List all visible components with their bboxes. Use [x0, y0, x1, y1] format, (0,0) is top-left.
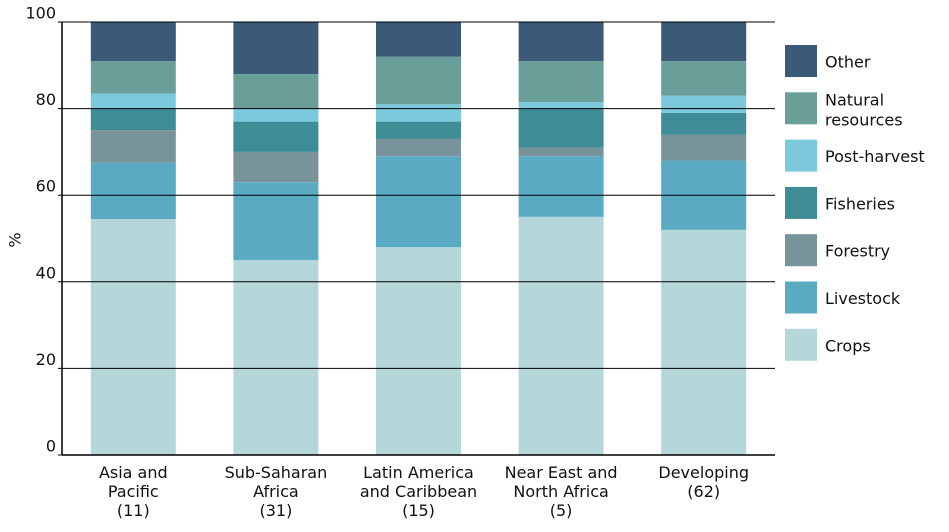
bar-segment [518, 108, 604, 148]
bar-segment [376, 104, 461, 122]
bar-segment [233, 108, 319, 122]
y-tick-label: 40 [36, 263, 56, 282]
bar-segment [90, 93, 176, 109]
bar-segment [518, 216, 604, 455]
bar-segment [90, 22, 176, 61]
bar-segment [90, 130, 176, 163]
bar-segment [376, 138, 461, 157]
bar-segment [518, 60, 604, 103]
legend-swatch [785, 186, 817, 219]
legend-label: Forestry [825, 242, 890, 261]
bar-segment [376, 121, 461, 139]
bar-segment [518, 102, 604, 109]
bar-segment [518, 147, 604, 157]
legend-swatch [785, 92, 817, 125]
bar-segment [376, 247, 461, 455]
legend-label: Post-harvest [825, 147, 925, 166]
y-tick-label: 0 [46, 437, 56, 456]
y-tick-label: 80 [36, 90, 56, 109]
legend-swatch [785, 234, 817, 267]
bar-segment [661, 60, 747, 96]
y-axis-label: % [6, 232, 25, 247]
y-tick-label: 20 [36, 350, 56, 369]
bar-segment [661, 95, 747, 113]
bar-segment [518, 22, 604, 61]
bar-segment [233, 182, 319, 261]
bar-segment [376, 156, 461, 248]
x-tick-label: Developing (62) [658, 463, 749, 501]
bar-segment [90, 219, 176, 455]
bar-segment [518, 156, 604, 217]
y-tick-label: 60 [36, 177, 56, 196]
x-tick-label: Latin America and Caribbean (15) [360, 463, 477, 520]
legend-label: Natural resources [825, 90, 903, 129]
bar-segment [661, 112, 747, 135]
bar-segment [376, 56, 461, 105]
x-tick-label: Asia and Pacific (11) [99, 463, 168, 520]
bar-segment [233, 22, 319, 74]
legend-label: Crops [825, 336, 871, 355]
bar-segment [233, 73, 319, 109]
legend-swatch [785, 328, 817, 361]
x-tick-label: Near East and North Africa (5) [505, 463, 618, 520]
legend-swatch [785, 139, 817, 172]
bar-segment [90, 108, 176, 131]
bar-segment [233, 260, 319, 455]
legend-swatch [785, 281, 817, 314]
x-tick-label: Sub-Saharan Africa (31) [225, 463, 328, 520]
legend-label: Fisheries [825, 194, 895, 213]
bar-segment [376, 22, 461, 57]
bar-segment [661, 22, 747, 61]
legend-label: Other [825, 53, 871, 72]
legend-label: Livestock [825, 289, 901, 308]
y-tick-label: 100 [25, 4, 56, 23]
bar-segment [90, 60, 176, 94]
bar-segment [233, 151, 319, 183]
bar-segment [233, 121, 319, 152]
bar-segment [661, 134, 747, 161]
bar-segment [90, 162, 176, 220]
bar-segment [661, 229, 747, 455]
legend-swatch [785, 45, 817, 77]
